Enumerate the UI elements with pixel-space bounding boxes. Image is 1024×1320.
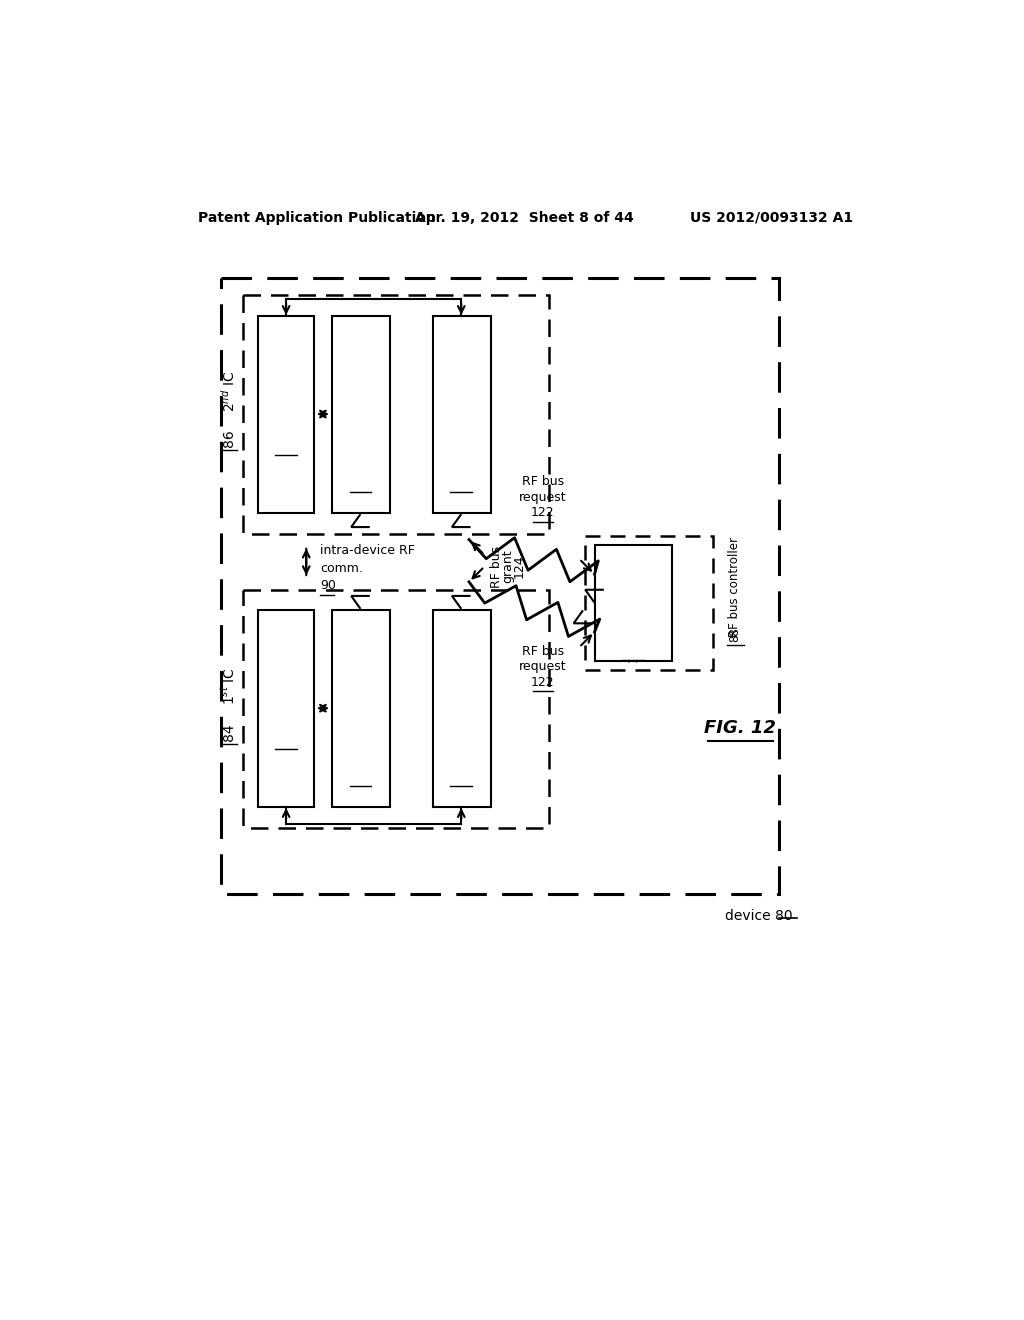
Text: RF bus: RF bus <box>627 562 640 602</box>
Text: 124: 124 <box>513 554 526 578</box>
Bar <box>243 296 549 535</box>
Text: transceiver: transceiver <box>455 697 468 763</box>
Text: 122: 122 <box>530 676 554 689</box>
Bar <box>332 610 390 807</box>
Text: FIG. 12: FIG. 12 <box>705 719 776 737</box>
Text: grant: grant <box>502 549 514 583</box>
Text: transceiver: transceiver <box>354 399 367 465</box>
Text: Patent Application Publication: Patent Application Publication <box>198 211 435 224</box>
Bar <box>243 590 549 829</box>
Bar <box>258 610 314 807</box>
Text: 90: 90 <box>321 579 336 593</box>
Text: US 2012/0093132 A1: US 2012/0093132 A1 <box>689 211 853 224</box>
Text: RF bus: RF bus <box>521 644 563 657</box>
Text: intra-device RF: intra-device RF <box>321 544 415 557</box>
Text: circuit module: circuit module <box>280 352 293 437</box>
Bar <box>258 317 314 512</box>
Text: circuit module: circuit module <box>280 647 293 731</box>
Text: 134: 134 <box>280 434 293 455</box>
Bar <box>432 610 490 807</box>
Text: RF bus: RF bus <box>354 350 367 389</box>
Text: 122: 122 <box>530 506 554 519</box>
Bar <box>432 317 490 512</box>
Text: 84: 84 <box>222 723 236 741</box>
Bar <box>586 536 713 671</box>
Text: 108: 108 <box>354 764 367 787</box>
Text: 130: 130 <box>627 640 640 663</box>
Text: RF: RF <box>455 664 468 680</box>
Text: request: request <box>519 491 566 504</box>
Text: transceiver: transceiver <box>354 693 367 759</box>
Text: Apr. 19, 2012  Sheet 8 of 44: Apr. 19, 2012 Sheet 8 of 44 <box>416 211 634 224</box>
Text: 132: 132 <box>280 727 293 750</box>
Text: 86: 86 <box>222 429 236 446</box>
Text: 150: 150 <box>455 764 468 787</box>
Text: 110: 110 <box>354 471 367 492</box>
Text: RF bus: RF bus <box>489 545 503 587</box>
Text: device: device <box>725 909 775 923</box>
Text: request: request <box>519 660 566 673</box>
Text: 80: 80 <box>775 909 793 923</box>
Text: comm.: comm. <box>321 561 364 574</box>
Text: transceiver: transceiver <box>455 403 468 469</box>
Bar <box>332 317 390 512</box>
Text: 88: 88 <box>728 627 741 643</box>
Text: $1^{st}$ IC: $1^{st}$ IC <box>220 667 238 705</box>
Text: RF bus: RF bus <box>521 475 563 488</box>
Text: RF: RF <box>455 371 468 385</box>
Text: transceiver: transceiver <box>627 587 640 653</box>
Text: RF bus: RF bus <box>354 644 367 684</box>
Bar <box>221 277 779 894</box>
Text: 152: 152 <box>455 471 468 492</box>
Text: $2^{nd}$ IC: $2^{nd}$ IC <box>220 371 238 412</box>
Bar <box>595 545 672 661</box>
Text: RF bus controller: RF bus controller <box>728 537 741 638</box>
